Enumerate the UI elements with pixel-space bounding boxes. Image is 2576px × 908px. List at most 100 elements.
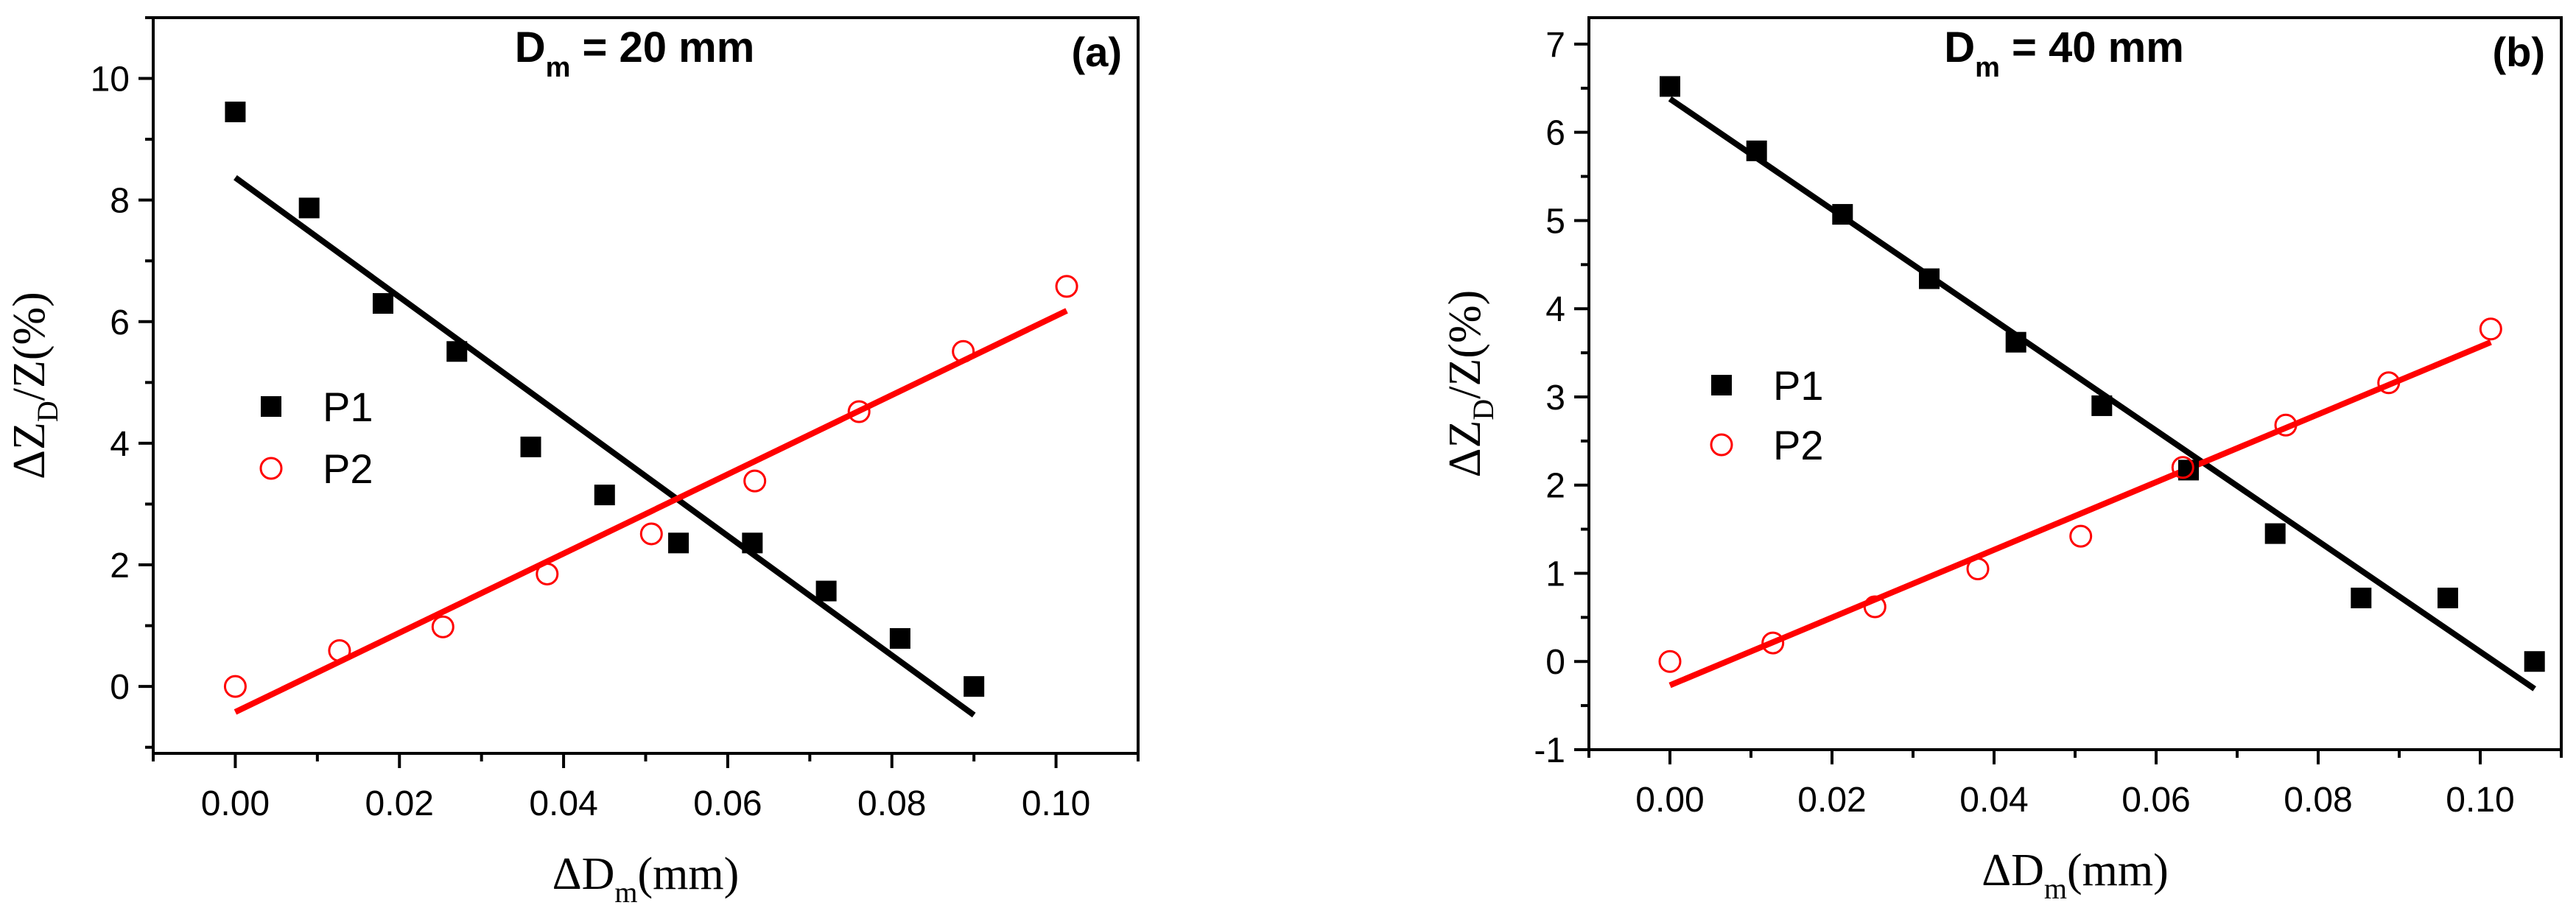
- panel-b-point-p1: [2264, 523, 2286, 544]
- panel-b-point-p1: [1660, 76, 1680, 97]
- panel-a-x-axis-title: ΔDm(mm): [552, 849, 740, 908]
- panel-a-point-p1: [815, 580, 837, 602]
- panel-a-point-p1: [594, 485, 615, 506]
- panel-a-point-p1: [520, 436, 541, 457]
- panel-a-y-tick-label: 4: [110, 425, 130, 464]
- panel-b-point-p2: [1658, 650, 1682, 673]
- panel-b-x-tick-label: 0.06: [2121, 781, 2190, 820]
- panel-b-panel-label: (b): [2492, 29, 2545, 75]
- panel-a-point-p2: [847, 400, 871, 423]
- panel-a-point-p1: [298, 197, 320, 219]
- panel-a-point-p1: [372, 293, 393, 314]
- panel-b-point-p1: [1746, 140, 1767, 161]
- panel-b-x-axis-title-rest: (mm): [2067, 845, 2169, 895]
- panel-b-point-p2: [2171, 456, 2194, 479]
- panel-a-point-p1: [742, 532, 763, 554]
- panel-a-point-p2: [328, 638, 351, 662]
- panel-a-legend-label-p2: P2: [323, 446, 373, 492]
- panel-b-point-p2: [2479, 317, 2502, 341]
- panel-a-y-tick-label: 2: [110, 546, 130, 585]
- panel-b-point-p1: [2438, 588, 2458, 609]
- panel-a-point-p1: [225, 101, 246, 122]
- panel-a-legend-label-p1: P1: [323, 384, 373, 430]
- panel-a-point-p1: [668, 532, 689, 554]
- panel-a-panel-label: (a): [1072, 29, 1122, 75]
- panel-b-title: Dm = 40 mm: [1944, 24, 2184, 83]
- panel-a-point-p2: [1055, 275, 1078, 298]
- panel-b-y-tick-label: 4: [1545, 290, 1565, 329]
- panel-a-point-p2: [743, 469, 767, 493]
- panel-a-x-tick-label: 0.10: [1022, 784, 1090, 823]
- panel-b-fit-line-p1: [1668, 96, 2536, 691]
- panel-b-point-p2: [2274, 413, 2298, 437]
- panel-a-point-p1: [446, 341, 468, 362]
- panel-b-y-axis-title: ΔZD/Z(%): [1440, 290, 1500, 478]
- panel-a-point-p1: [964, 676, 985, 697]
- panel-a-point-p1: [889, 627, 910, 649]
- panel-b-point-p1: [2524, 651, 2545, 672]
- panel-b-y-tick-label: 6: [1545, 114, 1565, 153]
- panel-b-y-tick-label: 7: [1545, 26, 1565, 65]
- panel-b-legend-label-p1: P1: [1773, 362, 1824, 409]
- panel-a-chart: 0.00 0.02 0.04 0.06 0.08 0.100246810ΔDm(mm)ΔZ…: [4, 16, 1140, 908]
- panel-b-legend-label-p2: P2: [1773, 422, 1824, 468]
- panel-b-point-p2: [1761, 631, 1785, 655]
- panel-a-x-axis-title-main: ΔD: [552, 849, 615, 899]
- panel-b-legend-marker-p1: [1711, 375, 1732, 395]
- panel-b-point-p1: [2091, 395, 2113, 416]
- panel-b-y-axis-title-main: ΔZ: [1440, 420, 1490, 478]
- panel-b-x-tick-label: 0.08: [2284, 781, 2352, 820]
- panel-a-y-axis-title-main: ΔZ: [4, 422, 55, 479]
- panel-b-y-tick-label: 0: [1545, 643, 1565, 682]
- panel-a-x-tick-label: 0.08: [857, 784, 926, 823]
- panel-b-x-axis-title-sub: m: [2044, 872, 2067, 905]
- panel-a-title-sub: m: [546, 52, 571, 83]
- panel-a-y-tick-label: 10: [91, 60, 130, 99]
- panel-b-title-main: D: [1944, 24, 1975, 71]
- panel-b-point-p1: [2351, 588, 2372, 609]
- panel-b-title-rest: = 40 mm: [2000, 24, 2184, 71]
- panel-b-point-p2: [1863, 595, 1887, 619]
- panel-b-legend-marker-p2: [1710, 433, 1733, 457]
- panel-b-y-tick-label: 2: [1545, 467, 1565, 506]
- panel-a-plot-frame: [152, 16, 1140, 755]
- panel-b-point-p1: [2005, 331, 2026, 353]
- panel-a-x-tick-label: 0.00: [201, 784, 270, 823]
- panel-b-y-tick-label: -1: [1534, 731, 1565, 770]
- panel-a-point-p2: [223, 675, 247, 698]
- panel-b-point-p1: [1832, 204, 1853, 225]
- panel-a-y-axis-title-sub: D: [31, 401, 64, 422]
- panel-a-y-axis-title: ΔZD/Z(%): [4, 292, 64, 479]
- panel-a-y-tick-label: 0: [110, 668, 130, 707]
- panel-a-fit-line-p2: [234, 308, 1068, 715]
- panel-b-y-tick-label: 1: [1545, 555, 1565, 594]
- panel-b-chart: 0.00 0.02 0.04 0.06 0.08 0.10-101234567ΔDm(mm…: [1440, 16, 2563, 905]
- panel-a-title-rest: = 20 mm: [570, 24, 754, 71]
- panel-b-x-tick-label: 0.04: [1959, 781, 2028, 820]
- panel-a-x-tick-label: 0.06: [693, 784, 762, 823]
- panel-b-x-axis-title-main: ΔD: [1982, 845, 2044, 895]
- panel-a-point-p2: [431, 615, 455, 638]
- panel-a-y-axis-title-rest: /Z(%): [4, 292, 55, 401]
- panel-a-point-p2: [639, 522, 663, 546]
- panel-a-legend-marker-p1: [261, 396, 281, 417]
- panel-b-point-p1: [1919, 268, 1940, 289]
- panel-a-x-tick-label: 0.02: [365, 784, 434, 823]
- panel-a-y-tick-label: 8: [110, 182, 130, 221]
- panel-b-point-p2: [1966, 557, 1990, 580]
- panel-a-fit-line-p1: [234, 175, 976, 718]
- panel-a-legend-marker-p2: [259, 457, 283, 480]
- panel-a-title: Dm = 20 mm: [515, 24, 755, 83]
- panel-b-plot-frame: [1587, 16, 2563, 751]
- panel-b-x-axis-title: ΔDm(mm): [1982, 845, 2169, 905]
- panel-b-y-axis-title-rest: /Z(%): [1440, 290, 1490, 399]
- panel-a-x-axis-title-sub: m: [614, 876, 637, 908]
- panel-b-y-axis-title-sub: D: [1467, 399, 1500, 420]
- panel-b-title-sub: m: [1975, 52, 2000, 83]
- panel-b-fit-line-p2: [1668, 339, 2492, 689]
- panel-b-x-tick-label: 0.10: [2446, 781, 2514, 820]
- panel-b-y-tick-label: 5: [1545, 202, 1565, 241]
- panel-b-x-tick-label: 0.00: [1635, 781, 1704, 820]
- panel-b-y-tick-label: 3: [1545, 379, 1565, 418]
